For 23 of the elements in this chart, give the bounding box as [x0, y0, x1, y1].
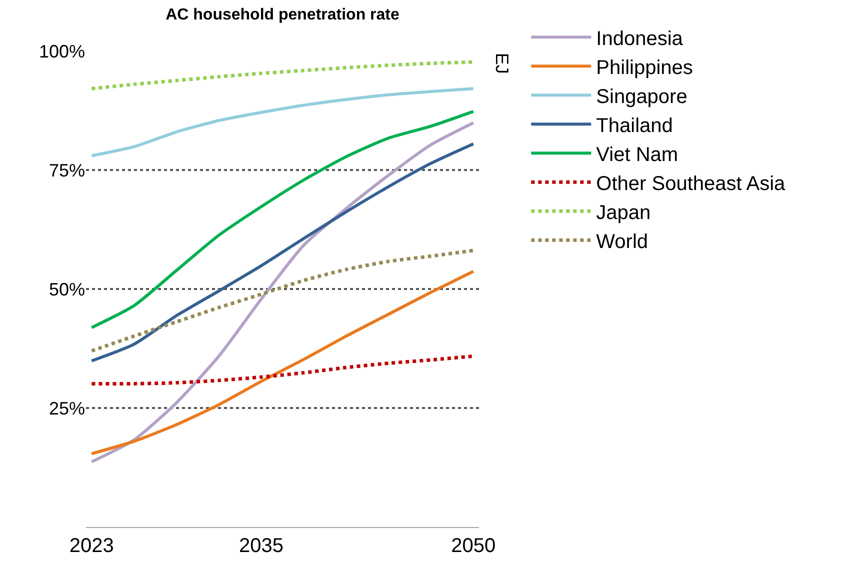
legend-label: Indonesia [596, 28, 684, 50]
x-tick-label: 2023 [69, 535, 114, 557]
line-series [90, 142, 475, 362]
line-series [90, 110, 475, 330]
legend-label: Japan [596, 202, 651, 224]
line-series [90, 121, 475, 464]
line-series [90, 87, 475, 158]
legend-label: World [596, 230, 648, 253]
legend-label: Singapore [596, 86, 688, 108]
legend-label: Other Southeast Asia [596, 172, 786, 195]
y-tick-label: 25% [48, 398, 85, 418]
line-series [90, 270, 475, 456]
legend-label: Viet Nam [596, 144, 678, 166]
y-tick-label: 50% [48, 279, 85, 300]
y-tick-label: 100% [38, 41, 85, 62]
line-series [90, 248, 476, 353]
x-tick-label: 2050 [451, 535, 496, 557]
legend-label: Thailand [596, 114, 673, 137]
y-tick-label: 75% [48, 160, 85, 180]
chart-title: AC household penetration rate [166, 6, 400, 24]
legend-label: Philippines [596, 56, 693, 79]
y2-axis-title: EJ [492, 52, 512, 74]
x-tick-label: 2035 [239, 535, 284, 557]
